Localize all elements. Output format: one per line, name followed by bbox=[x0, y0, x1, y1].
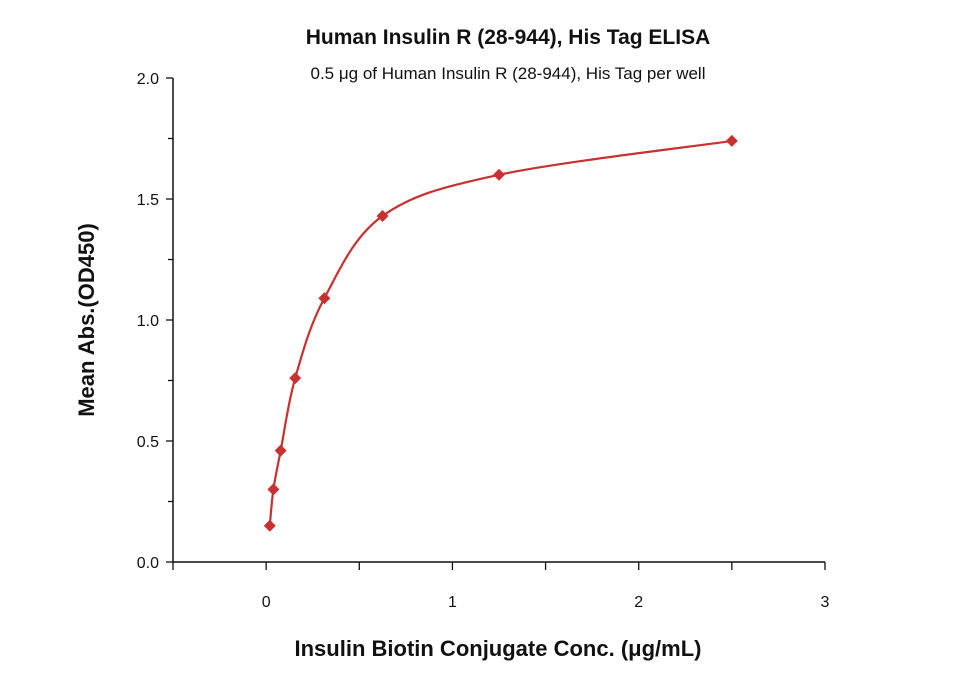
y-tick-label: 1.5 bbox=[137, 192, 159, 209]
data-point bbox=[376, 209, 389, 222]
fit-curve bbox=[268, 139, 733, 526]
y-tick-label: 0.5 bbox=[137, 434, 159, 451]
x-tick-label: 3 bbox=[821, 594, 830, 611]
data-point bbox=[267, 483, 280, 496]
y-tick-label: 1.0 bbox=[137, 313, 159, 330]
x-tick-label: 0 bbox=[262, 594, 271, 611]
y-axis-label: Mean Abs.(OD450) bbox=[74, 223, 99, 417]
data-point bbox=[725, 134, 738, 147]
y-tick-label: 2.0 bbox=[137, 71, 159, 88]
x-axis-label: Insulin Biotin Conjugate Conc. (μg/mL) bbox=[295, 636, 702, 661]
data-point bbox=[274, 444, 287, 457]
x-tick-label: 2 bbox=[634, 594, 643, 611]
y-tick-label: 0.0 bbox=[137, 555, 159, 572]
data-point bbox=[318, 292, 331, 305]
x-tick-label: 1 bbox=[448, 594, 457, 611]
chart-subtitle: 0.5 μg of Human Insulin R (28-944), His … bbox=[310, 64, 705, 83]
data-point bbox=[263, 519, 276, 532]
chart-title: Human Insulin R (28-944), His Tag ELISA bbox=[306, 26, 711, 49]
data-point bbox=[289, 372, 302, 385]
data-point bbox=[493, 168, 505, 181]
